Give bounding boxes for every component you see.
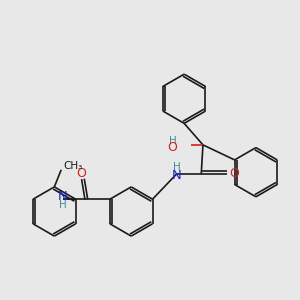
Text: CH₃: CH₃ bbox=[63, 161, 82, 171]
Text: O: O bbox=[230, 167, 239, 180]
Text: N: N bbox=[58, 190, 68, 203]
Text: N: N bbox=[172, 169, 182, 182]
Text: H: H bbox=[173, 162, 181, 172]
Text: O: O bbox=[76, 167, 86, 180]
Text: H: H bbox=[59, 200, 67, 210]
Text: H: H bbox=[169, 136, 176, 146]
Text: O: O bbox=[167, 141, 177, 154]
